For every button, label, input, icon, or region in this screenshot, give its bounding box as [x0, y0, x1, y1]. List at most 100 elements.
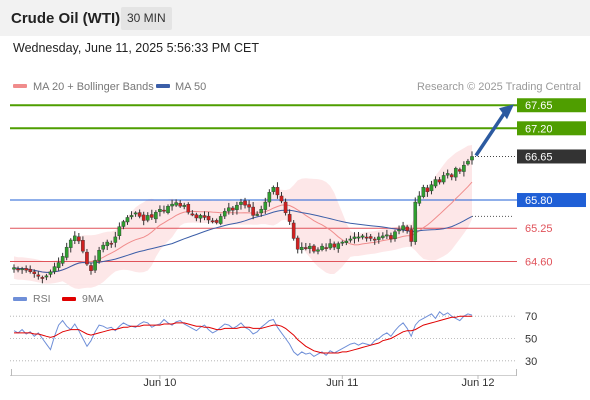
candle-body — [166, 205, 170, 213]
timeframe-badge[interactable]: 30 MIN — [121, 7, 172, 30]
candle-body — [158, 209, 162, 212]
support-level-label: 64.60 — [525, 257, 553, 269]
candle-body — [222, 211, 227, 217]
candle-body — [186, 204, 191, 213]
rsi-ma-legend-swatch — [62, 297, 76, 301]
candle-body — [145, 215, 150, 221]
candle-body — [441, 175, 446, 183]
ma50-legend-label: MA 50 — [175, 81, 206, 93]
candle-body — [198, 215, 203, 219]
last-level-label: 66.65 — [525, 151, 553, 163]
projection-arrowhead — [499, 104, 514, 120]
candle-body — [214, 220, 219, 223]
candle-body — [458, 169, 462, 172]
candle-body — [12, 267, 16, 270]
rsi-ma-legend-label: 9MA — [82, 293, 104, 305]
candle-body — [20, 268, 24, 271]
candle-body — [397, 229, 401, 232]
candle-body — [24, 268, 28, 271]
chart-datetime: Wednesday, June 11, 2025 5:56:33 PM CET — [13, 41, 259, 55]
candle-body — [348, 238, 353, 241]
candle-body — [364, 236, 369, 239]
candle-body — [312, 245, 316, 252]
candle-body — [405, 226, 409, 231]
header-bar: Crude Oil (WTI) 30 MIN — [0, 0, 590, 36]
candle-body — [174, 202, 178, 206]
bollinger-band — [14, 145, 472, 289]
candle-body — [206, 215, 211, 221]
pivot-level-label: 65.80 — [525, 195, 553, 207]
candle-body — [462, 164, 466, 172]
candle-body — [259, 209, 264, 214]
candle-body — [360, 235, 365, 238]
candle-body — [368, 236, 373, 239]
candle-body — [466, 160, 470, 165]
candle-body — [190, 213, 195, 216]
rsi-tick-label: 50 — [525, 334, 537, 346]
candle-body — [287, 214, 292, 222]
candle-body — [194, 214, 199, 219]
candle-body — [141, 214, 146, 221]
candle-body — [16, 268, 20, 271]
resistance-level-label-box — [517, 121, 586, 136]
ma50-legend-swatch — [156, 84, 170, 88]
candle-body — [328, 243, 332, 249]
candle-body — [239, 201, 243, 205]
rsi-ma-line — [14, 315, 472, 354]
candle-body — [56, 262, 61, 268]
candle-body — [101, 244, 105, 250]
candle-body — [81, 240, 85, 252]
x-tick-label: Jun 12 — [461, 377, 494, 389]
support-level-label: 65.25 — [525, 223, 553, 235]
candle-body — [72, 235, 77, 241]
candle-body — [89, 265, 93, 271]
candle-body — [137, 212, 142, 217]
resistance-level-label: 67.20 — [525, 123, 553, 135]
candle-body — [332, 243, 336, 248]
candle-body — [279, 195, 284, 202]
candle-body — [247, 204, 251, 208]
candle-body — [60, 256, 65, 264]
candle-body — [389, 235, 393, 240]
candle-body — [40, 277, 45, 279]
candle-body — [162, 209, 166, 212]
candle-body — [421, 187, 426, 197]
rsi-legend-swatch — [13, 297, 27, 301]
ma50-line — [13, 209, 473, 273]
resistance-level-label-box — [517, 98, 586, 113]
candle-body — [336, 243, 341, 249]
candle-body — [64, 246, 69, 258]
candle-body — [133, 212, 138, 215]
rsi-legend-label: RSI — [33, 293, 51, 305]
candle-body — [304, 247, 308, 249]
candle-body — [85, 251, 89, 265]
candle-body — [243, 200, 247, 206]
candle-body — [251, 206, 255, 216]
candle-body — [117, 226, 122, 237]
candle-body — [344, 240, 349, 243]
candle-body — [381, 235, 385, 238]
candle-body — [413, 201, 418, 242]
candle-body — [401, 225, 405, 230]
candle-body — [150, 214, 154, 218]
candle-body — [113, 236, 118, 243]
candle-body — [154, 212, 158, 220]
candle-body — [299, 246, 304, 251]
candle-body — [210, 220, 215, 223]
rsi-line — [13, 310, 473, 358]
candle-body — [385, 234, 389, 237]
rsi-tick-label: 70 — [525, 311, 537, 323]
candle-body — [308, 245, 312, 249]
candle-body — [68, 239, 73, 248]
instrument-title: Crude Oil (WTI) — [11, 10, 121, 27]
candle-body — [121, 221, 126, 227]
candle-body — [52, 266, 57, 272]
candle-body — [437, 179, 442, 183]
candle-body — [235, 204, 239, 210]
candle-body — [93, 260, 97, 271]
candle-body — [316, 249, 320, 252]
candle-body — [255, 214, 259, 216]
candle-body — [182, 204, 187, 207]
candle-body — [105, 241, 110, 247]
